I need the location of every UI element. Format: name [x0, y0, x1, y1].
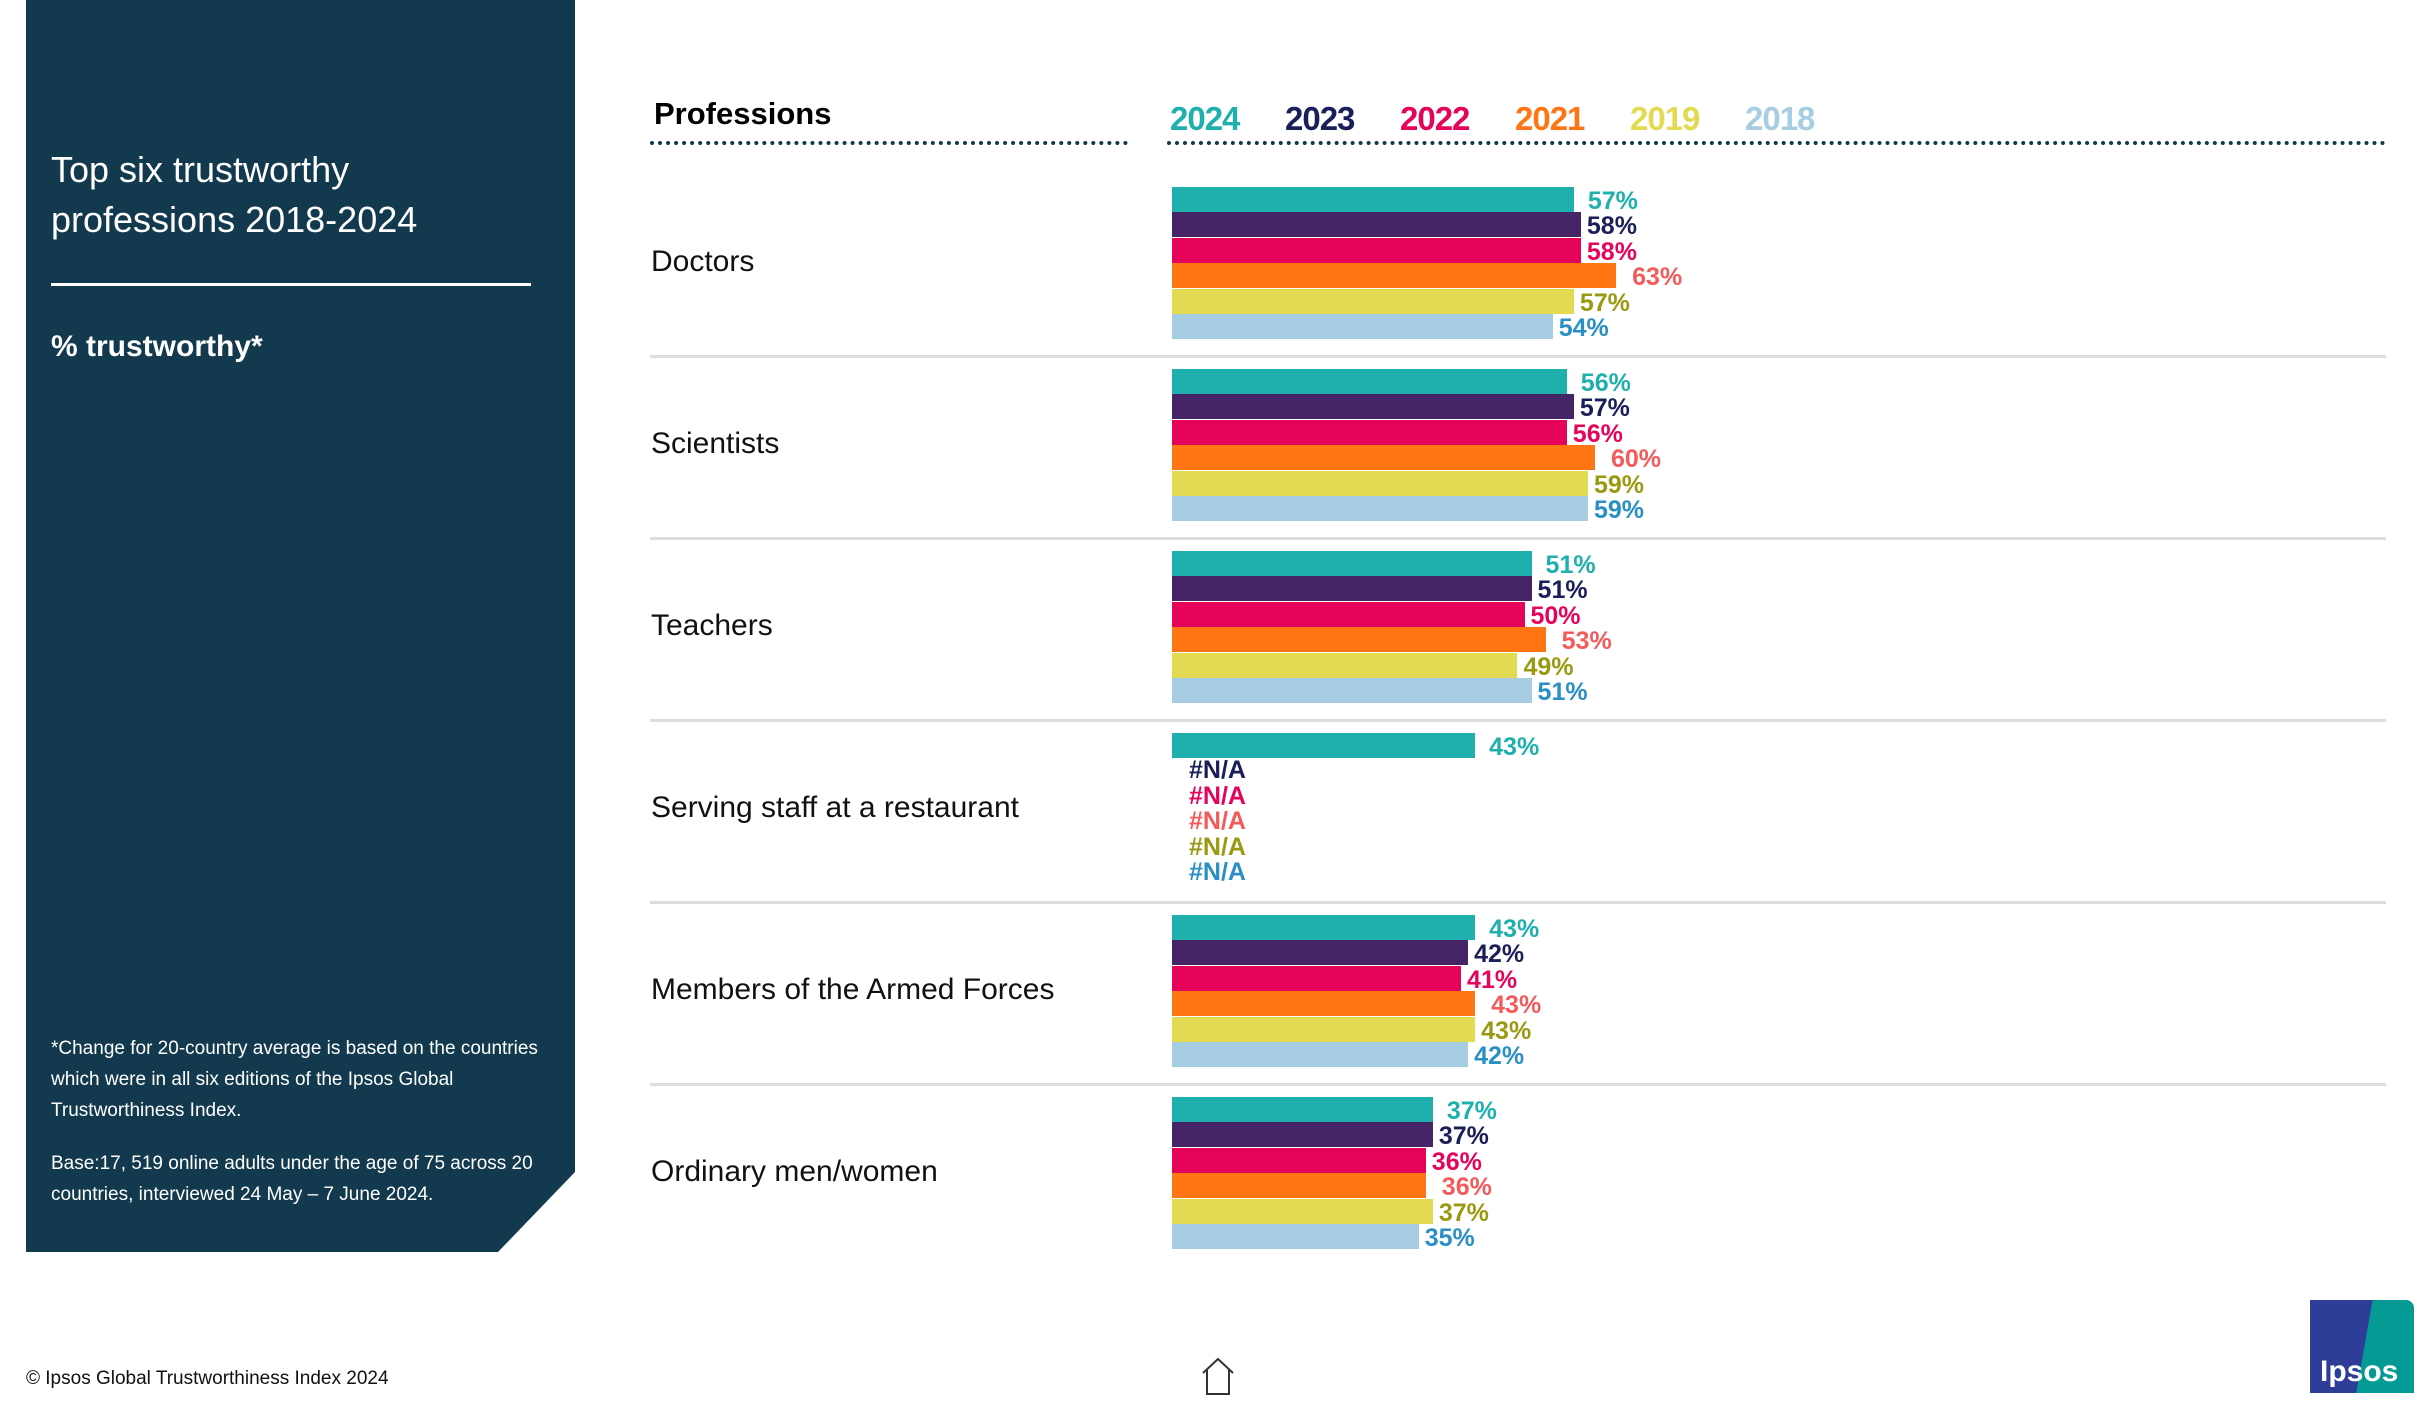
row-divider [650, 355, 2386, 358]
category-label: Teachers [651, 609, 773, 642]
bar-2019 [1172, 470, 1588, 496]
footnote-base: Base:17, 519 online adults under the age… [51, 1153, 533, 1205]
bar-2023 [1172, 940, 1469, 966]
value-label: 59% [1593, 496, 1644, 524]
bar-2022 [1172, 237, 1581, 263]
legend-2022: 2022 [1400, 100, 1470, 137]
value-label-na: #N/A [1189, 807, 1246, 836]
legend-2023: 2023 [1285, 100, 1355, 137]
value-label: 63% [1632, 263, 1683, 292]
home-icon[interactable] [1200, 1355, 1236, 1402]
bar-2019 [1172, 652, 1518, 678]
bar-2023 [1172, 1122, 1433, 1148]
bar-2018 [1172, 314, 1553, 339]
bar-2018 [1172, 1042, 1469, 1067]
bar-2022 [1172, 1147, 1426, 1173]
copyright: © Ipsos Global Trustworthiness Index 202… [26, 1368, 389, 1389]
value-label: 56% [1580, 369, 1631, 397]
footnote-change: *Change for 20-country average is based … [51, 1038, 538, 1121]
value-label: 58% [1586, 212, 1637, 241]
value-label: 41% [1467, 965, 1518, 994]
bar-2021 [1172, 627, 1546, 653]
legend: 2024 2023 2022 2021 2019 2018 [1170, 100, 1860, 138]
legend-2024: 2024 [1170, 100, 1240, 137]
value-label: 37% [1446, 1097, 1497, 1125]
bar-2024 [1172, 915, 1476, 940]
value-label: 36% [1431, 1147, 1482, 1176]
value-label: 49% [1523, 652, 1574, 681]
ipsos-logo: Ipsos [2310, 1300, 2414, 1393]
bar-2018 [1172, 678, 1532, 703]
value-label: 51% [1545, 551, 1596, 579]
value-label: 59% [1593, 470, 1644, 499]
bar-2021 [1172, 445, 1595, 471]
category-label: Scientists [651, 427, 780, 460]
value-label: 51% [1537, 678, 1588, 706]
row-divider [650, 719, 2386, 722]
value-label: 43% [1481, 1016, 1532, 1045]
bar-2023 [1172, 212, 1581, 238]
value-label-na: #N/A [1189, 832, 1246, 861]
value-label: 36% [1441, 1173, 1492, 1202]
bar-2018 [1172, 1224, 1419, 1249]
bar-2024 [1172, 187, 1574, 212]
bar-2019 [1172, 1016, 1476, 1042]
sidebar-subtitle: % trustworthy* [51, 330, 263, 363]
value-label: 58% [1586, 237, 1637, 266]
value-label: 56% [1572, 419, 1623, 448]
value-label: 50% [1530, 601, 1581, 630]
bar-2022 [1172, 601, 1525, 627]
value-label-na: #N/A [1189, 781, 1246, 810]
value-label: 42% [1474, 940, 1525, 969]
value-label: 57% [1579, 288, 1630, 317]
bar-2024 [1172, 733, 1476, 758]
value-label: 53% [1561, 627, 1612, 656]
header-divider [650, 141, 1128, 145]
logo-text: Ipsos [2320, 1355, 2399, 1388]
legend-2018: 2018 [1745, 100, 1815, 137]
bar-2018 [1172, 496, 1588, 521]
value-label: 54% [1558, 314, 1609, 342]
value-label: 37% [1438, 1122, 1489, 1151]
bar-2021 [1172, 263, 1617, 289]
bar-2022 [1172, 965, 1462, 991]
bar-2023 [1172, 394, 1574, 420]
bar-2024 [1172, 369, 1567, 394]
legend-2019: 2019 [1630, 100, 1700, 137]
value-label: 37% [1438, 1198, 1489, 1227]
divider [51, 283, 531, 286]
bar-2024 [1172, 551, 1532, 576]
bar-2024 [1172, 1097, 1433, 1122]
value-label: 57% [1579, 394, 1630, 423]
value-label: 43% [1489, 733, 1540, 761]
bar-2023 [1172, 576, 1532, 602]
value-label: 60% [1611, 445, 1662, 474]
category-label: Serving staff at a restaurant [651, 791, 1019, 824]
row-divider [650, 537, 2386, 540]
category-label: Ordinary men/women [651, 1155, 938, 1188]
row-divider [650, 1083, 2386, 1086]
value-label: 57% [1587, 187, 1638, 215]
value-label-na: #N/A [1189, 756, 1246, 785]
legend-2021: 2021 [1515, 100, 1585, 137]
category-label: Doctors [651, 245, 755, 278]
bar-2019 [1172, 1198, 1433, 1224]
category-label: Members of the Armed Forces [651, 973, 1055, 1006]
sidebar-panel: Top six trustworthy professions 2018-202… [26, 0, 575, 1252]
sidebar-title: Top six trustworthy professions 2018-202… [51, 149, 418, 240]
bar-2021 [1172, 1173, 1426, 1199]
value-label: 43% [1491, 991, 1542, 1020]
professions-header: Professions [654, 96, 832, 131]
bar-2021 [1172, 991, 1476, 1017]
row-divider [650, 901, 2386, 904]
value-label-na: #N/A [1189, 858, 1246, 886]
value-label: 35% [1424, 1224, 1475, 1252]
legend-divider [1167, 141, 2386, 145]
value-label: 51% [1537, 576, 1588, 605]
bar-2022 [1172, 419, 1567, 445]
bar-2019 [1172, 288, 1574, 314]
value-label: 43% [1489, 915, 1540, 943]
value-label: 42% [1474, 1042, 1525, 1070]
